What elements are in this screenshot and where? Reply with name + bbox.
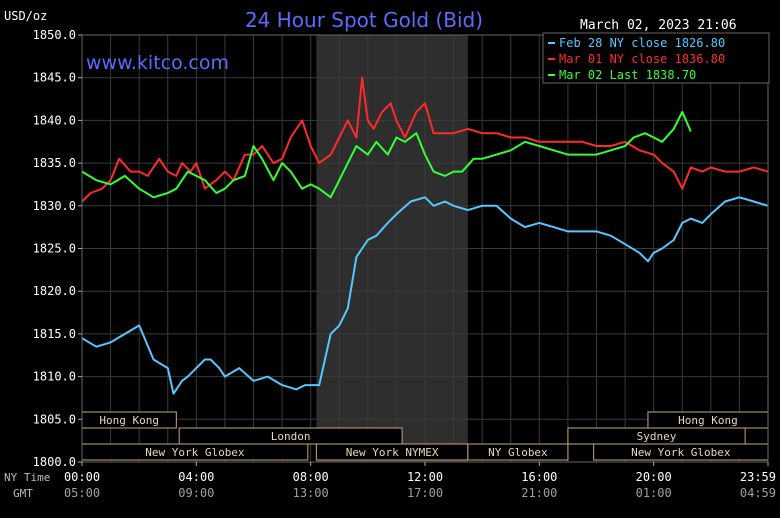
y-tick-label: 1820.0 — [33, 284, 76, 298]
x-tick-label-gmt: 05:00 — [64, 486, 100, 500]
series-line — [81, 196, 769, 395]
y-tick-label: 1850.0 — [33, 28, 76, 42]
x-tick-label-ny: 23:59 — [740, 470, 776, 484]
x-tick-label-ny: 08:00 — [293, 470, 329, 484]
legend-entry: Mar 01 NY close 1836.80 — [559, 52, 725, 66]
gmt-caption: GMT — [13, 487, 33, 500]
legend-entry: Mar 02 Last 1838.70 — [559, 68, 696, 82]
watermark: www.kitco.com — [86, 52, 229, 74]
y-tick-label: 1825.0 — [33, 242, 76, 256]
session-label: New York NYMEX — [346, 446, 439, 459]
y-tick-label: 1805.0 — [33, 412, 76, 426]
y-tick-label: 1800.0 — [33, 455, 76, 469]
trading-sessions: Hong Kong Hong Kong London Sydney New York G… — [81, 411, 769, 461]
legend-box — [542, 32, 770, 84]
x-axis-ticks: 00:00 05:00 04:00 09:00 08:00 13:00 12:00 17:00… — [64, 462, 776, 500]
y-tick-label: 1815.0 — [33, 327, 76, 341]
chart-title: 24 Hour Spot Gold (Bid) — [245, 8, 483, 32]
session-label: Hong Kong — [99, 414, 159, 427]
session-label: New York Globex — [145, 446, 245, 459]
x-tick-label-ny: 00:00 — [64, 470, 100, 484]
y-axis-unit: USD/oz — [4, 9, 47, 23]
series-line — [81, 76, 769, 203]
y-tick-label: 1840.0 — [33, 113, 76, 127]
session-label: Hong Kong — [678, 414, 738, 427]
y-tick-label: 1830.0 — [33, 199, 76, 213]
session-label: London — [271, 430, 311, 443]
timestamp: March 02, 2023 21:06 — [580, 18, 737, 33]
x-tick-label-gmt: 17:00 — [407, 486, 443, 500]
x-tick-label-ny: 04:00 — [178, 470, 214, 484]
x-tick-label-ny: 12:00 — [407, 470, 443, 484]
y-axis-ticks: 1850.0 1845.0 1840.0 1835.0 1830.0 1825.0 1820… — [33, 28, 82, 469]
x-tick-label-gmt: 09:00 — [178, 486, 214, 500]
x-tick-label-ny: 16:00 — [521, 470, 557, 484]
y-tick-label: 1835.0 — [33, 156, 76, 170]
ny-time-caption: NY Time — [4, 471, 50, 484]
x-tick-label-gmt: 04:59 — [740, 486, 776, 500]
session-label: Sydney — [637, 430, 677, 443]
legend-entry: Feb 28 NY close 1826.80 — [559, 36, 725, 50]
legend: Feb 28 NY close 1826.80 Mar 01 NY close 1… — [542, 32, 770, 84]
session-label: New York Globex — [631, 446, 731, 459]
y-tick-label: 1845.0 — [33, 71, 76, 85]
series-lines — [81, 76, 769, 395]
session-box — [467, 443, 569, 461]
series-line — [81, 110, 692, 199]
x-tick-label-gmt: 21:00 — [521, 486, 557, 500]
y-tick-label: 1810.0 — [33, 370, 76, 384]
x-tick-label-gmt: 13:00 — [293, 486, 329, 500]
x-tick-label-gmt: 01:00 — [636, 486, 672, 500]
x-tick-label-ny: 20:00 — [636, 470, 672, 484]
session-label: NY Globex — [488, 446, 548, 459]
